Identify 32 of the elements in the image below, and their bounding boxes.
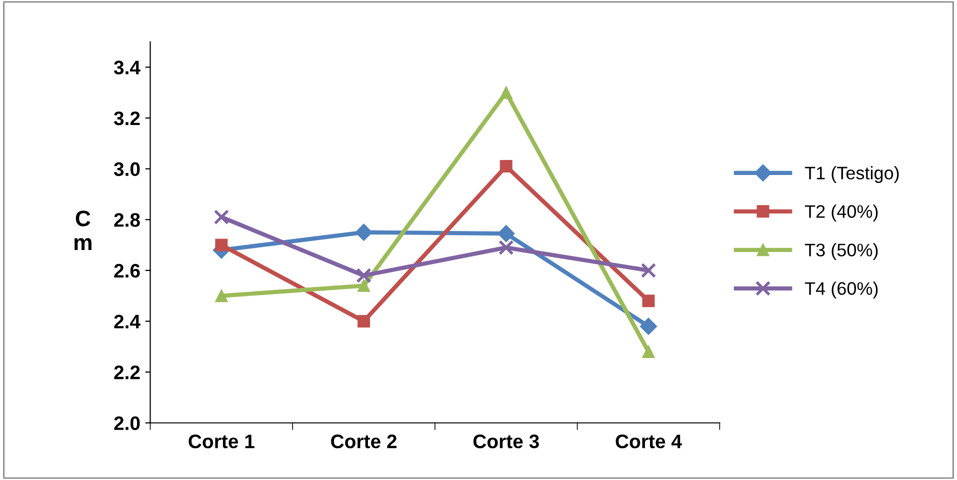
x-tick-label: Corte 2 (331, 434, 396, 448)
y-tick-label: 2.0 (114, 416, 140, 430)
x-tick-label: Corte 1 (188, 434, 254, 448)
point (642, 294, 655, 308)
point (500, 86, 512, 99)
point (498, 240, 514, 256)
y-axis-title: C m (74, 210, 92, 250)
point (214, 209, 230, 225)
point (356, 268, 372, 284)
point (500, 160, 512, 173)
legend-label: T4 (60%) (804, 282, 878, 298)
point (355, 224, 372, 241)
point (215, 290, 228, 302)
point (215, 238, 228, 252)
x-tick-label: Corte 4 (616, 434, 682, 448)
y-tick-label: 2.4 (114, 314, 140, 328)
y-tick-label: 2.6 (114, 264, 140, 278)
point (642, 345, 655, 358)
legend-label: T2 (40%) (804, 204, 878, 222)
point (640, 262, 656, 278)
point (358, 315, 370, 328)
legend-label: T3 (50%) (804, 243, 878, 260)
point (498, 225, 515, 242)
y-tick-label: 3.4 (114, 60, 140, 74)
legend-label: T1 (Testigo) (804, 166, 899, 183)
y-tick-label: 2.2 (114, 366, 140, 380)
y-tick-label: 2.8 (114, 213, 140, 227)
x-tick-label: Corte 3 (473, 434, 539, 448)
point (358, 279, 370, 292)
y-tick-label: 3.0 (114, 162, 140, 176)
y-tick-label: 3.2 (114, 111, 140, 126)
point (640, 318, 658, 335)
